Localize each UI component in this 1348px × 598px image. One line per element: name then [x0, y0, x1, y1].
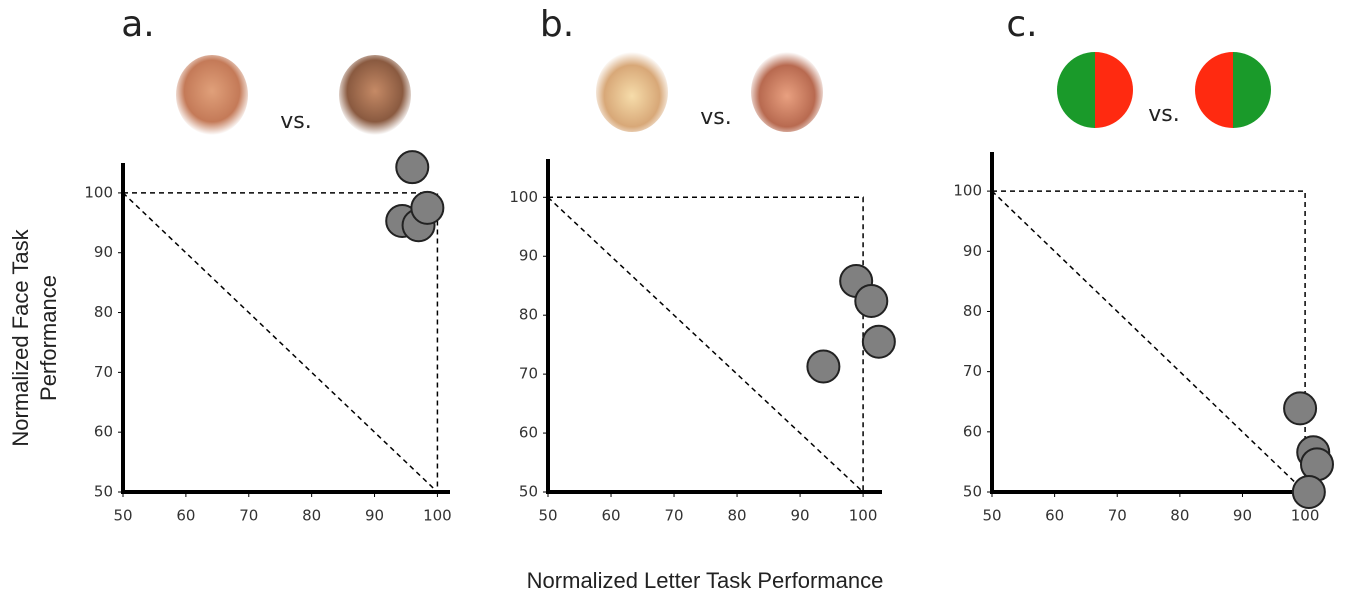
y-tick-label: 70 — [94, 363, 113, 381]
color-disc — [1195, 52, 1233, 128]
y-tick-label: 50 — [519, 483, 538, 501]
reference-line — [991, 190, 1306, 493]
x-tick-label: 50 — [113, 507, 132, 525]
stimuli — [176, 52, 1271, 135]
y-tick-label: 60 — [519, 424, 538, 442]
x-tick-label: 90 — [1233, 507, 1252, 525]
reference-line — [547, 196, 864, 493]
x-axis-label: Normalized Letter Task Performance — [526, 568, 884, 593]
x-tick-label: 80 — [728, 507, 747, 525]
y-tick-label: 50 — [94, 483, 113, 501]
x-tick-label: 70 — [1108, 507, 1127, 525]
y-tick-label: 80 — [94, 303, 113, 321]
y-tick-label: 100 — [84, 183, 113, 201]
point — [395, 150, 430, 185]
y-tick-label: 60 — [963, 422, 982, 440]
point — [410, 190, 445, 225]
x-tick-label: 100 — [423, 507, 452, 525]
point — [1291, 475, 1326, 509]
panel-label: c. — [1006, 4, 1037, 45]
panel-label: b. — [540, 4, 574, 45]
color-disc — [1233, 52, 1271, 128]
face-image — [339, 55, 411, 135]
y-tick-label: 90 — [94, 243, 113, 261]
reference-line — [122, 192, 439, 493]
x-tick-label: 60 — [1045, 507, 1064, 525]
y-tick-label: 70 — [519, 365, 538, 383]
y-tick-label: 80 — [963, 302, 982, 320]
y-tick-label: 90 — [963, 242, 982, 260]
x-tick-label: 50 — [982, 507, 1001, 525]
x-tick-label: 90 — [791, 507, 810, 525]
x-tick-label: 50 — [538, 507, 557, 525]
face-image — [751, 52, 823, 132]
y-tick-label: 60 — [94, 423, 113, 441]
color-disc — [1057, 52, 1095, 128]
face-image — [176, 55, 248, 135]
panel: b. vs. 50 60 70 80 90 100 50 60 70 80 90 100 — [509, 4, 896, 525]
face-image — [596, 52, 668, 132]
y-axis-label: Normalized Face Task Performance — [8, 229, 61, 447]
x-tick-label: 100 — [1291, 507, 1320, 525]
panel: a. vs. 50 60 70 80 90 100 50 60 70 80 90 100 — [84, 4, 451, 525]
y-tick-label: 70 — [963, 362, 982, 380]
annotation: vs. — [700, 105, 731, 130]
x-tick-label: 80 — [1170, 507, 1189, 525]
x-tick-label: 60 — [176, 507, 195, 525]
x-tick-label: 60 — [601, 507, 620, 525]
panel-label: a. — [121, 4, 155, 45]
point — [854, 284, 889, 319]
x-tick-label: 80 — [302, 507, 321, 525]
y-tick-label: 50 — [963, 483, 982, 501]
x-tick-label: 90 — [365, 507, 384, 525]
point — [1283, 391, 1318, 426]
panel: c. vs. 50 60 70 80 90 100 50 60 70 80 90 100 — [953, 4, 1334, 525]
y-tick-label: 80 — [519, 306, 538, 324]
y-tick-label: 90 — [519, 247, 538, 265]
x-tick-label: 100 — [849, 507, 878, 525]
color-disc — [1095, 52, 1133, 128]
point — [861, 324, 896, 359]
y-tick-label: 100 — [953, 182, 982, 200]
annotation: vs. — [1148, 102, 1179, 127]
y-tick-label: 100 — [509, 188, 538, 206]
point — [806, 349, 841, 384]
x-tick-label: 70 — [239, 507, 258, 525]
annotation: vs. — [280, 109, 311, 134]
x-tick-label: 70 — [664, 507, 683, 525]
